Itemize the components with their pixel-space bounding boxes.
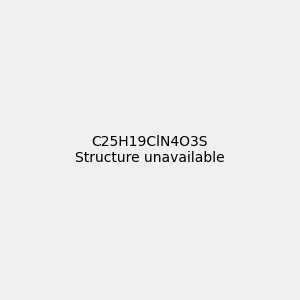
Text: C25H19ClN4O3S
Structure unavailable: C25H19ClN4O3S Structure unavailable [75,135,225,165]
